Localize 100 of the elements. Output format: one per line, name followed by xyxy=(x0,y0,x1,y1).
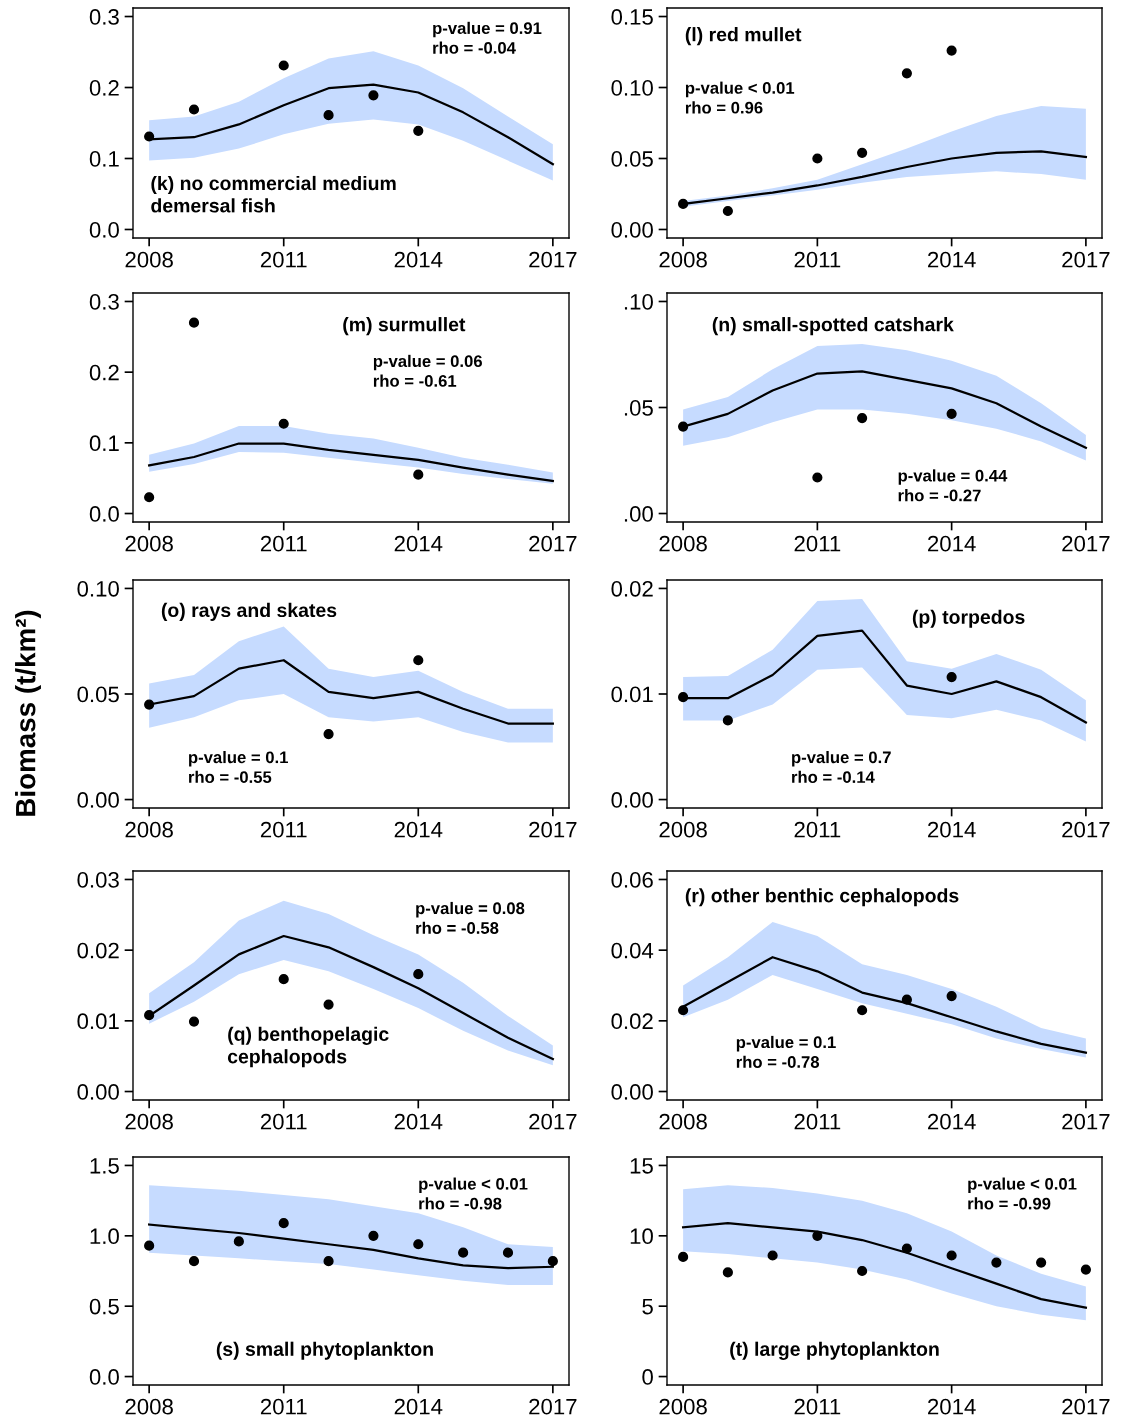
x-tick-label: 2014 xyxy=(394,821,443,838)
point xyxy=(857,413,868,424)
y-tick-label: 0.2 xyxy=(89,80,119,96)
y-tick-label: 0.00 xyxy=(77,792,119,808)
x-tick-label: 2011 xyxy=(260,1113,307,1130)
y-tick-label: 0.0 xyxy=(89,1369,119,1385)
text: (l) red mullet xyxy=(685,27,802,46)
y-tick-label: 0.15 xyxy=(611,9,653,25)
y-tick-label: 0.10 xyxy=(611,80,653,96)
point xyxy=(413,655,424,666)
annotation: p-value = 0.08 rho = -0.58 xyxy=(416,901,525,934)
x-tick-label: 2017 xyxy=(529,251,577,268)
text: (o) rays and skates xyxy=(161,602,337,621)
x-tick-label: 2008 xyxy=(125,821,173,838)
point xyxy=(901,68,912,79)
y-tick-label: 0.00 xyxy=(611,792,653,808)
point xyxy=(188,1016,200,1027)
point xyxy=(678,692,689,703)
point xyxy=(678,421,689,432)
x-tick-label: 2017 xyxy=(529,535,577,552)
x-tick-label: 2017 xyxy=(1062,1113,1110,1130)
y-tick-label: 0.3 xyxy=(89,294,119,310)
point xyxy=(767,1250,778,1261)
y-axis-title: Biomass (t/km²) xyxy=(15,610,41,816)
point xyxy=(144,131,155,142)
text: (k) no commercial medium demersal fish xyxy=(151,175,396,213)
text: (m) surmullet xyxy=(343,317,466,336)
x-tick-label: 2017 xyxy=(529,1113,577,1130)
point xyxy=(547,1256,558,1267)
x-tick-label: 2014 xyxy=(394,535,443,552)
x-tick-label: 2008 xyxy=(659,1113,707,1130)
point xyxy=(413,1239,424,1250)
point xyxy=(946,672,957,683)
y-tick-label: 0.0 xyxy=(89,506,119,522)
y-tick-label: 0.3 xyxy=(89,9,119,25)
x-tick-label: 2011 xyxy=(794,1113,841,1130)
y-tick-label: 0.5 xyxy=(89,1298,119,1315)
point xyxy=(144,1010,155,1021)
x-tick-label: 2014 xyxy=(928,821,976,838)
x-tick-label: 2008 xyxy=(659,821,707,838)
point xyxy=(991,1257,1002,1268)
y-tick-label: 0.2 xyxy=(89,364,119,381)
x-tick-label: 2014 xyxy=(928,535,976,552)
y-tick-label: 1.0 xyxy=(90,1228,119,1245)
point xyxy=(278,974,289,985)
point xyxy=(722,205,733,217)
x-tick-label: 2011 xyxy=(260,821,307,838)
point xyxy=(278,1218,289,1229)
point xyxy=(458,1247,469,1258)
point xyxy=(323,1256,334,1267)
point xyxy=(946,408,957,419)
point xyxy=(413,125,424,136)
x-tick-label: 2017 xyxy=(1062,535,1110,552)
x-tick-label: 2014 xyxy=(928,1398,976,1415)
y-tick-label: .05 xyxy=(624,400,653,416)
y-tick-label: 0.1 xyxy=(89,151,119,167)
y-tick-label: 0 xyxy=(642,1369,653,1385)
y-tick-label: 0.00 xyxy=(77,1084,119,1100)
point xyxy=(278,418,289,429)
x-tick-label: 2011 xyxy=(794,251,841,268)
point xyxy=(368,90,379,101)
line-series xyxy=(682,1222,1087,1309)
y-tick-label: 0.02 xyxy=(611,1013,653,1030)
x-tick-label: 2011 xyxy=(794,535,841,552)
point xyxy=(188,317,200,328)
point xyxy=(946,45,957,56)
annotation: p-value < 0.01 rho = 0.96 xyxy=(685,81,795,114)
point xyxy=(901,994,912,1005)
x-tick-label: 2008 xyxy=(125,1113,173,1130)
x-tick-label: 2008 xyxy=(659,535,707,552)
y-tick-label: 0.06 xyxy=(611,872,653,888)
point xyxy=(1036,1257,1047,1268)
x-tick-label: 2008 xyxy=(659,1398,707,1415)
point xyxy=(678,198,689,210)
point xyxy=(323,110,334,121)
x-tick-label: 2011 xyxy=(260,535,307,552)
x-tick-label: 2014 xyxy=(394,251,443,268)
y-tick-label: .00 xyxy=(624,506,653,522)
line-series xyxy=(148,442,554,483)
point xyxy=(188,1256,200,1267)
point xyxy=(1080,1264,1091,1275)
x-tick-label: 2011 xyxy=(794,821,841,838)
x-tick-label: 2017 xyxy=(529,821,577,838)
x-tick-label: 2014 xyxy=(928,251,976,268)
y-tick-label: 10 xyxy=(630,1228,653,1245)
y-tick-label: 0.03 xyxy=(77,872,119,888)
point xyxy=(188,104,200,115)
y-tick-label: 15 xyxy=(630,1158,653,1174)
text: (q) benthopelagic cephalopods xyxy=(227,1026,389,1068)
annotation: p-value < 0.01 rho = -0.99 xyxy=(968,1177,1077,1210)
x-tick-label: 2011 xyxy=(260,1398,307,1415)
y-tick-label: 0.1 xyxy=(89,435,119,452)
text: (n) small-spotted catshark xyxy=(712,317,954,336)
point xyxy=(812,1230,823,1241)
text: (s) small phytoplankton xyxy=(216,1341,433,1360)
x-tick-label: 2017 xyxy=(529,1398,577,1415)
point xyxy=(722,1267,733,1278)
y-tick-label: 0.00 xyxy=(611,222,653,238)
text: (p) torpedos xyxy=(912,609,1025,628)
x-tick-label: 2008 xyxy=(125,535,173,552)
